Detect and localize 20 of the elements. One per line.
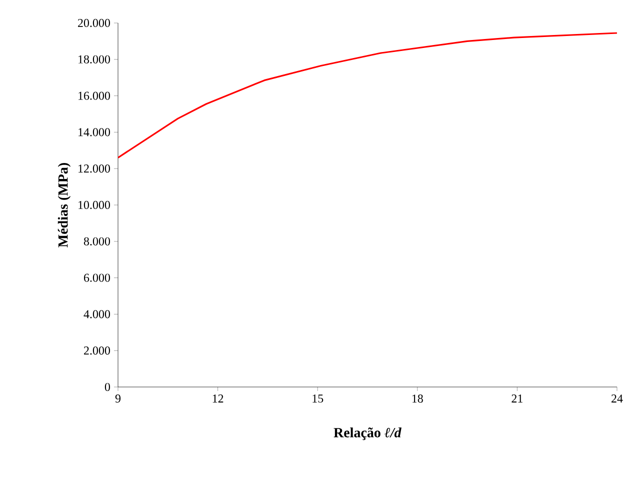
y-tick-label: 14.000 [78, 128, 110, 136]
x-tick-label: 24 [612, 394, 623, 402]
x-axis-title: Relação ℓ/d [334, 427, 402, 440]
y-tick-label: 8.000 [84, 237, 110, 246]
line-series [118, 32, 617, 158]
y-tick-label: 12.000 [78, 164, 110, 173]
x-tick-label: 21 [512, 394, 522, 402]
x-tick-label: 9 [115, 394, 121, 403]
y-tick-label: 18.000 [78, 55, 110, 64]
y-tick-label: 2.000 [84, 346, 110, 355]
y-tick-label: 0 [104, 382, 110, 392]
y-tick-label: 6.000 [84, 274, 110, 282]
y-tick-label: 4.000 [84, 310, 110, 318]
x-tick-label: 18 [412, 394, 423, 403]
y-tick-label: 10.000 [78, 200, 110, 210]
x-tick-label: 15 [312, 394, 324, 403]
y-tick-label: 16.000 [78, 92, 110, 100]
y-tick-label: 20.000 [78, 18, 110, 28]
x-tick-label: 12 [212, 394, 224, 402]
y-axis-title: Médias (MPa) [58, 163, 71, 248]
